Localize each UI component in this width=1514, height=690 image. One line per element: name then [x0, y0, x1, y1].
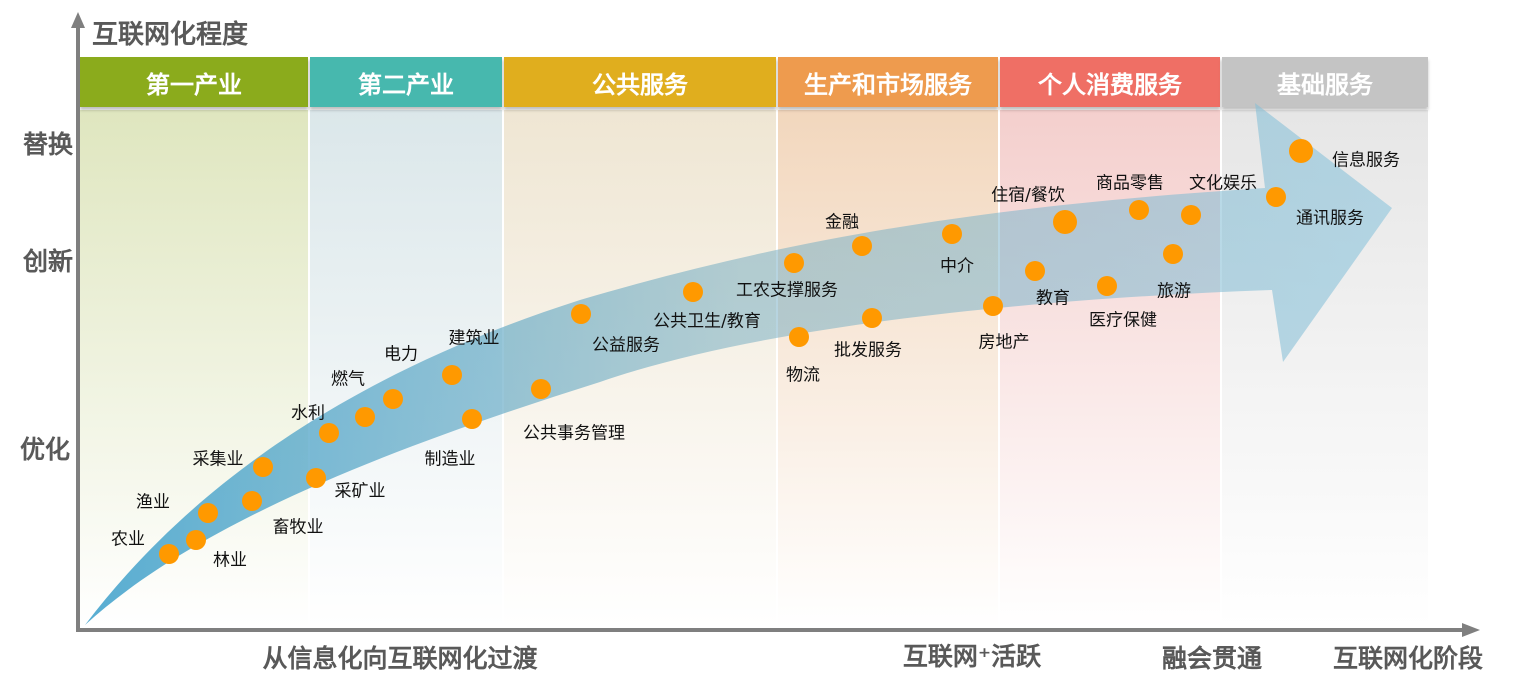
point-dot	[784, 253, 804, 273]
point-dot	[355, 407, 375, 427]
point-dot	[159, 544, 179, 564]
point-dot	[319, 423, 339, 443]
point-label: 通讯服务	[1296, 208, 1364, 229]
point-dot	[383, 389, 403, 409]
x-stage-active: 互联网⁺活跃	[902, 642, 1042, 671]
point-dot	[198, 503, 218, 523]
point-dot	[462, 409, 482, 429]
point-dot	[1289, 139, 1313, 163]
x-stage-transition: 从信息化向互联网化过渡	[262, 644, 538, 673]
point-label: 林业	[213, 550, 247, 571]
point-label: 电力	[384, 344, 418, 365]
point-label: 金融	[825, 212, 859, 233]
point-dot	[942, 224, 962, 244]
column-header-infra: 基础服务	[1222, 57, 1428, 107]
column-header-primary: 第一产业	[80, 57, 308, 107]
point-label: 住宿/餐饮	[991, 185, 1065, 206]
point-label: 公共事务管理	[523, 423, 625, 444]
point-dot	[862, 308, 882, 328]
point-dot	[253, 457, 273, 477]
point-dot	[1097, 276, 1117, 296]
point-label: 燃气	[331, 369, 365, 390]
y-axis-arrowhead	[71, 12, 85, 28]
point-label: 物流	[786, 365, 820, 386]
point-dot	[531, 379, 551, 399]
point-dot	[983, 296, 1003, 316]
point-dot	[1129, 200, 1149, 220]
y-level-innovate: 创新	[22, 247, 74, 276]
point-dot	[852, 236, 872, 256]
column-header-consumer: 个人消费服务	[1000, 57, 1220, 107]
point-label: 采矿业	[334, 481, 386, 502]
point-dot	[306, 468, 326, 488]
y-level-replace: 替换	[22, 130, 74, 159]
point-dot	[683, 282, 703, 302]
point-label: 旅游	[1157, 281, 1191, 302]
column-bg-production	[778, 110, 998, 628]
point-label: 中介	[940, 256, 974, 277]
point-label: 建筑业	[448, 328, 500, 349]
x-axis-arrowhead	[1462, 623, 1480, 637]
point-label: 渔业	[136, 492, 170, 513]
point-label: 信息服务	[1332, 150, 1400, 171]
point-dot	[1266, 187, 1286, 207]
x-stage-integrated: 融会贯通	[1161, 644, 1263, 673]
point-dot	[1025, 261, 1045, 281]
point-label: 教育	[1036, 288, 1070, 309]
x-axis-title: 互联网化阶段	[1332, 644, 1484, 673]
column-header-production: 生产和市场服务	[778, 57, 998, 107]
point-label: 畜牧业	[272, 517, 324, 538]
point-label: 医疗保健	[1089, 310, 1157, 331]
point-label: 商品零售	[1096, 173, 1164, 194]
point-dot	[442, 365, 462, 385]
point-label: 房地产	[978, 332, 1030, 353]
y-level-optimize: 优化	[19, 435, 71, 464]
point-label: 农业	[111, 529, 145, 550]
point-dot	[242, 491, 262, 511]
point-label: 采集业	[192, 449, 244, 470]
point-dot	[1053, 210, 1077, 234]
point-label: 制造业	[424, 449, 476, 470]
point-label: 批发服务	[834, 340, 902, 361]
point-dot	[186, 530, 206, 550]
column-header-secondary: 第二产业	[310, 57, 502, 107]
column-header-public: 公共服务	[504, 57, 776, 107]
point-label: 工农支撑服务	[736, 280, 838, 301]
point-label: 公益服务	[592, 335, 660, 356]
point-dot	[571, 304, 591, 324]
y-axis-title: 互联网化程度	[92, 20, 249, 50]
point-label: 文化娱乐	[1189, 173, 1257, 194]
point-label: 公共卫生/教育	[653, 311, 761, 332]
point-label: 水利	[291, 403, 325, 424]
point-dot	[789, 327, 809, 347]
point-dot	[1181, 205, 1201, 225]
point-dot	[1163, 244, 1183, 264]
